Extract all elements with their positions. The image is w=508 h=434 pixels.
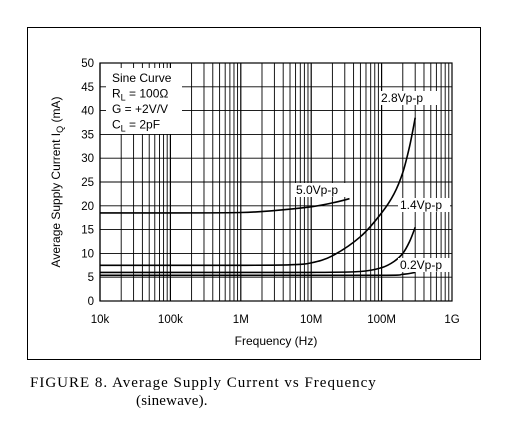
figure-frame	[27, 27, 481, 360]
series-label: 0.2Vp-p	[400, 258, 442, 272]
x-tick-label: 100k	[158, 314, 183, 326]
x-axis-label: Frequency (Hz)	[235, 334, 318, 348]
condition-line: RL = 100Ω	[112, 87, 168, 103]
y-tick-label: 30	[81, 153, 94, 165]
series-line	[99, 117, 416, 267]
y-tick-labels: 0 5 10 15 20 25 30 35 40 45 50	[81, 58, 94, 308]
y-tick-label: 15	[81, 225, 94, 237]
x-tick-label: 100M	[367, 314, 396, 326]
condition-line: Sine Curve	[112, 71, 172, 85]
series-lines	[99, 117, 416, 277]
series-labels: 5.0Vp-p 2.8Vp-p 1.4Vp-p 0.2Vp-p	[294, 91, 450, 272]
condition-line: CL = 2pF	[112, 118, 160, 134]
series-label-bg	[379, 91, 437, 105]
y-tick-label: 5	[88, 272, 94, 284]
y-tick-label: 25	[81, 177, 94, 189]
x-tick-labels: 10k 100k 1M 10M 100M 1G	[91, 314, 460, 326]
y-axis-label: Average Supply Current IQ (mA)	[49, 97, 65, 268]
figure-caption: FIGURE 8. Average Supply Current vs Freq…	[30, 374, 490, 410]
y-axis-label-subscript: Q	[55, 126, 65, 133]
series-line	[99, 197, 350, 214]
condition-line: G = +2V/V	[112, 102, 168, 116]
series-line	[100, 271, 416, 277]
y-tick-label: 40	[81, 106, 94, 118]
series-label: 2.8Vp-p	[381, 91, 423, 105]
series-label: 1.4Vp-p	[400, 198, 442, 212]
series-line	[99, 226, 416, 274]
conditions-box-background	[106, 68, 182, 134]
series-label: 5.0Vp-p	[296, 183, 338, 197]
x-tick-label: 10M	[300, 314, 322, 326]
y-axis-label-unit: (mA)	[49, 97, 63, 126]
x-tick-label: 1G	[444, 314, 459, 326]
series-label-bg	[398, 258, 450, 272]
caption-line-1: FIGURE 8. Average Supply Current vs Freq…	[30, 375, 377, 391]
y-tick-label: 45	[81, 82, 94, 94]
y-tick-label: 10	[81, 248, 94, 260]
x-tick-label: 1M	[233, 314, 249, 326]
series-label-bg	[294, 183, 352, 197]
y-tick-label: 50	[81, 58, 94, 70]
caption-line-2: (sinewave).	[136, 393, 208, 409]
series-label-bg	[398, 198, 450, 212]
y-tick-label: 35	[81, 129, 94, 141]
y-axis-label-main: Average Supply Current I	[49, 133, 63, 268]
y-tick-label: 0	[88, 296, 94, 308]
y-tick-label: 20	[81, 201, 94, 213]
plot-area-border	[99, 62, 453, 302]
x-tick-label: 10k	[91, 314, 110, 326]
